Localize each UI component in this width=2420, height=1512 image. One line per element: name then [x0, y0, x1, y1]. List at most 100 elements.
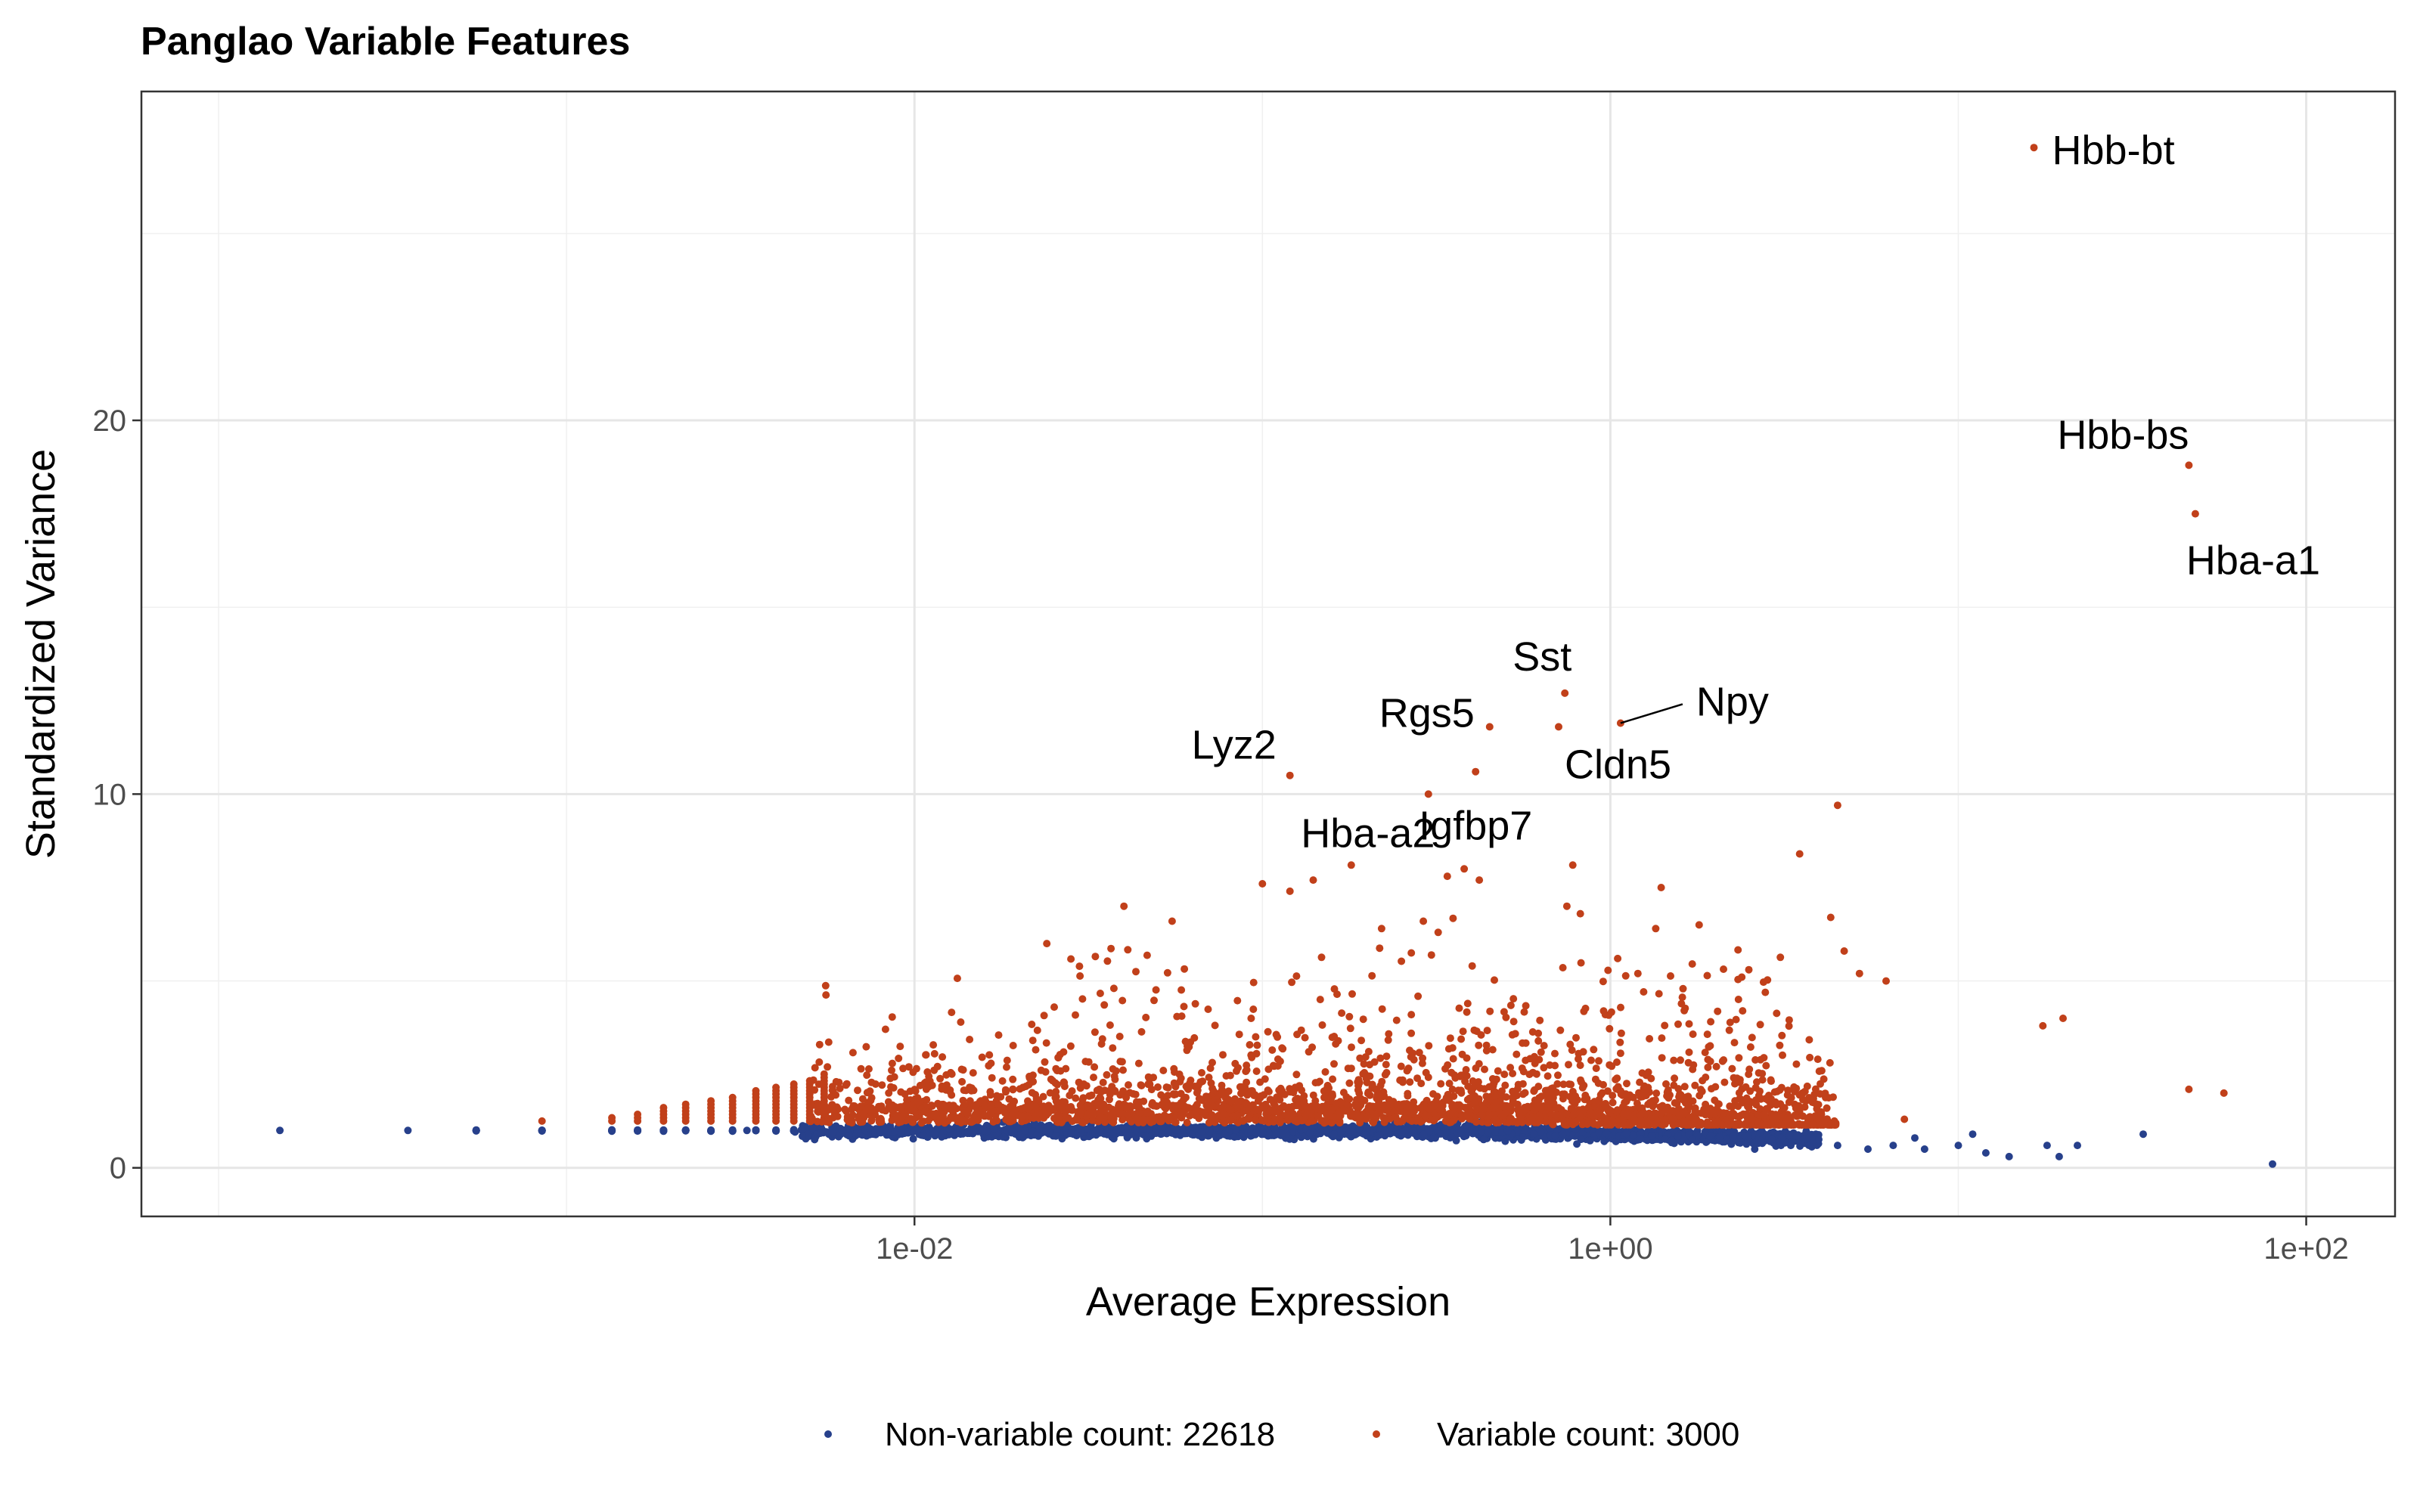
non-variable-point: [1431, 1134, 1439, 1142]
variable-point: [1587, 1056, 1595, 1064]
variable-point: [1776, 1041, 1784, 1049]
non-variable-point: [404, 1126, 412, 1135]
non-variable-point: [1462, 1132, 1470, 1140]
non-variable-point: [1637, 1135, 1645, 1143]
variable-point: [888, 1066, 895, 1074]
non-variable-point: [1158, 1129, 1165, 1138]
non-variable-point: [1230, 1133, 1239, 1141]
variable-point: [1696, 1092, 1704, 1100]
variable-point: [1711, 1108, 1719, 1116]
variable-point: [1454, 1086, 1463, 1095]
non-variable-point: [1364, 1123, 1371, 1132]
variable-point: [811, 1086, 819, 1094]
non-variable-point: [980, 1126, 988, 1135]
variable-point: [1547, 1085, 1556, 1092]
variable-point: [896, 1043, 904, 1051]
variable-point: [828, 1083, 836, 1091]
non-variable-point: [920, 1132, 928, 1139]
non-variable-point: [1519, 1133, 1527, 1142]
variable-point: [1210, 1103, 1218, 1111]
variable-point: [1590, 1046, 1598, 1054]
non-variable-point: [2043, 1142, 2051, 1150]
variable-point: [1446, 1034, 1454, 1043]
variable-point: [1103, 1070, 1111, 1079]
variable-point: [1613, 1058, 1621, 1066]
variable-point: [1109, 1111, 1117, 1119]
variable-point: [862, 1043, 870, 1051]
variable-point: [1703, 1030, 1711, 1039]
variable-point: [1348, 990, 1356, 998]
non-variable-point: [1674, 1132, 1682, 1140]
variable-point: [1003, 1063, 1010, 1071]
variable-point: [1187, 1077, 1195, 1084]
non-variable-point: [1745, 1132, 1752, 1141]
variable-point: [1164, 1083, 1172, 1092]
variable-point: [1354, 1078, 1362, 1086]
variable-point: [1642, 1092, 1650, 1100]
non-variable-point: [1443, 1129, 1451, 1137]
non-variable-point: [1602, 1129, 1611, 1138]
non-variable-point: [1777, 1134, 1786, 1142]
variable-point: [1392, 1016, 1401, 1024]
variable-point: [1158, 1100, 1166, 1108]
variable-point: [1591, 1075, 1599, 1083]
variable-point: [1556, 1026, 1565, 1034]
non-variable-point: [1398, 1128, 1406, 1136]
non-variable-point: [1410, 1127, 1418, 1136]
variable-point: [1002, 1115, 1010, 1123]
variable-point: [1742, 1083, 1750, 1091]
variable-point: [707, 1097, 715, 1105]
variable-point: [1058, 1102, 1066, 1111]
non-variable-point: [1164, 1127, 1172, 1136]
non-variable-point: [1920, 1145, 1928, 1153]
non-variable-point: [659, 1126, 668, 1134]
non-variable-point: [1197, 1128, 1205, 1136]
variable-point: [1751, 1056, 1760, 1064]
variable-point: [1736, 1078, 1744, 1086]
variable-point: [1090, 1074, 1097, 1082]
non-variable-point: [1981, 1149, 1990, 1157]
variable-point: [1078, 1118, 1086, 1126]
variable-point: [1422, 1068, 1430, 1077]
variable-point: [1832, 1120, 1840, 1129]
variable-point: [1308, 1043, 1317, 1052]
variable-point: [1014, 1111, 1022, 1120]
variable-point: [752, 1086, 760, 1095]
variable-point: [1085, 1092, 1094, 1100]
non-variable-point: [1729, 1132, 1737, 1141]
variable-point: [1658, 1054, 1666, 1062]
variable-point: [1616, 1049, 1624, 1058]
variable-point: [867, 1116, 876, 1124]
variable-point: [1259, 1103, 1267, 1111]
variable-point: [1404, 1092, 1412, 1100]
variable-point: [1512, 1050, 1521, 1058]
non-variable-point: [1030, 1120, 1038, 1128]
variable-point: [1685, 1120, 1693, 1129]
variable-point: [808, 1114, 816, 1123]
variable-point: [1733, 1112, 1741, 1120]
variable-point: [824, 1038, 833, 1046]
variable-point: [920, 1108, 929, 1116]
variable-point: [1078, 1096, 1087, 1105]
non-variable-point: [838, 1126, 846, 1134]
non-variable-point: [963, 1129, 972, 1138]
variable-point: [1509, 1087, 1517, 1095]
variable-point: [1506, 1064, 1515, 1072]
non-variable-point: [930, 1129, 939, 1138]
variable-point: [1431, 1115, 1439, 1123]
variable-point: [1609, 1092, 1617, 1100]
variable-point: [1783, 1091, 1792, 1099]
variable-point: [1359, 1015, 1367, 1024]
non-variable-point: [791, 1128, 799, 1136]
variable-point: [1109, 1044, 1117, 1052]
variable-point: [1288, 1087, 1296, 1095]
non-variable-point: [1536, 1128, 1544, 1136]
variable-point: [1320, 1119, 1329, 1127]
non-variable-point: [1052, 1132, 1060, 1140]
variable-point: [1454, 1101, 1461, 1109]
variable-point: [939, 1110, 947, 1118]
variable-point: [1699, 1109, 1706, 1117]
non-variable-point: [828, 1129, 836, 1137]
variable-point: [1261, 1075, 1269, 1083]
